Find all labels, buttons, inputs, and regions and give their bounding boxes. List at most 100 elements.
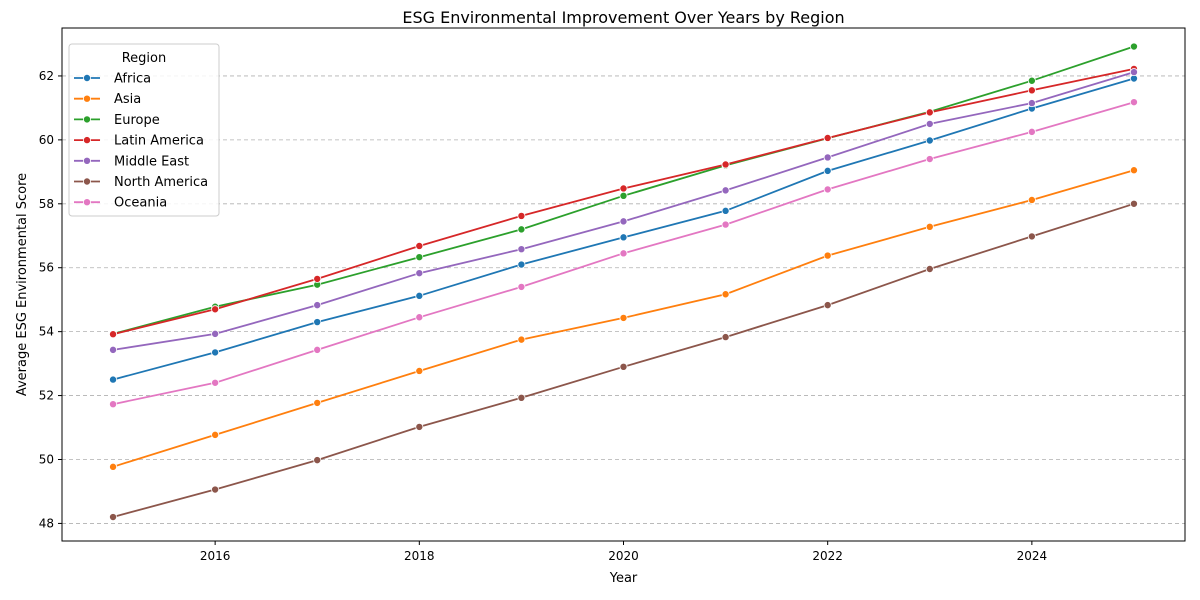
legend-label-middle-east: Middle East bbox=[114, 154, 189, 169]
legend-title: Region bbox=[122, 51, 167, 66]
data-point-asia bbox=[517, 335, 526, 344]
y-tick-label: 50 bbox=[39, 452, 54, 466]
data-point-asia bbox=[925, 222, 934, 231]
data-point-asia bbox=[211, 430, 220, 439]
y-tick-label: 58 bbox=[39, 197, 54, 211]
data-point-latin-america bbox=[721, 160, 730, 169]
data-point-oceania bbox=[313, 345, 322, 354]
data-point-latin-america bbox=[517, 211, 526, 220]
data-point-north-america bbox=[517, 393, 526, 402]
data-point-europe bbox=[415, 253, 424, 262]
data-point-africa bbox=[721, 206, 730, 215]
data-point-asia bbox=[619, 313, 628, 322]
x-axis-label: Year bbox=[609, 571, 638, 586]
data-point-oceania bbox=[211, 378, 220, 387]
data-point-north-america bbox=[211, 485, 220, 494]
legend-label-europe: Europe bbox=[114, 113, 160, 128]
legend-marker-europe bbox=[83, 115, 92, 124]
y-tick-label: 48 bbox=[39, 516, 54, 530]
y-axis-ticks: 48 50 52 54 56 58 60 62 bbox=[39, 69, 62, 530]
data-point-north-america bbox=[619, 362, 628, 371]
y-tick-label: 62 bbox=[39, 69, 54, 83]
data-point-north-america bbox=[925, 264, 934, 273]
legend-marker-middle-east bbox=[83, 156, 92, 165]
data-point-north-america bbox=[721, 333, 730, 342]
data-point-asia bbox=[415, 366, 424, 375]
x-tick-label: 2018 bbox=[404, 549, 435, 563]
legend-label-north-america: North America bbox=[114, 175, 208, 190]
data-point-africa bbox=[823, 166, 832, 175]
data-point-europe bbox=[1027, 76, 1036, 85]
data-point-latin-america bbox=[1027, 86, 1036, 95]
data-point-oceania bbox=[415, 313, 424, 322]
data-point-africa bbox=[415, 291, 424, 300]
data-point-oceania bbox=[619, 249, 628, 258]
chart-title: ESG Environmental Improvement Over Years… bbox=[402, 8, 844, 27]
y-tick-label: 60 bbox=[39, 133, 54, 147]
series-markers bbox=[109, 42, 1138, 522]
data-point-latin-america bbox=[109, 330, 118, 339]
y-tick-label: 52 bbox=[39, 389, 54, 403]
x-tick-label: 2016 bbox=[200, 549, 231, 563]
data-point-latin-america bbox=[823, 133, 832, 142]
x-tick-label: 2022 bbox=[812, 549, 843, 563]
legend: Region Africa Asia Europe Latin America Midd… bbox=[68, 43, 220, 217]
data-point-europe bbox=[1129, 42, 1138, 51]
data-point-middle-east bbox=[823, 153, 832, 162]
data-point-africa bbox=[619, 233, 628, 242]
y-tick-label: 54 bbox=[39, 325, 54, 339]
x-axis-ticks: 2016 2018 2020 2022 2024 bbox=[200, 541, 1047, 563]
data-point-latin-america bbox=[619, 184, 628, 193]
data-point-middle-east bbox=[211, 329, 220, 338]
data-point-asia bbox=[1129, 166, 1138, 175]
legend-box bbox=[68, 43, 220, 217]
data-point-middle-east bbox=[109, 345, 118, 354]
legend-label-asia: Asia bbox=[114, 92, 141, 107]
data-point-africa bbox=[517, 260, 526, 269]
data-point-oceania bbox=[109, 400, 118, 409]
legend-marker-oceania bbox=[83, 198, 92, 207]
data-point-asia bbox=[721, 290, 730, 299]
legend-label-africa: Africa bbox=[114, 72, 151, 87]
data-point-middle-east bbox=[1027, 99, 1036, 108]
legend-items: Africa Asia Europe Latin America Middle East… bbox=[74, 72, 208, 211]
data-point-asia bbox=[823, 251, 832, 260]
data-point-europe bbox=[517, 225, 526, 234]
legend-marker-latin-america bbox=[83, 136, 92, 145]
legend-label-oceania: Oceania bbox=[114, 196, 167, 211]
legend-label-latin-america: Latin America bbox=[114, 134, 204, 149]
data-point-asia bbox=[109, 462, 118, 471]
y-tick-label: 56 bbox=[39, 261, 54, 275]
legend-marker-africa bbox=[83, 74, 92, 83]
data-point-north-america bbox=[313, 456, 322, 465]
data-point-latin-america bbox=[415, 241, 424, 250]
gridlines bbox=[62, 75, 1185, 524]
data-point-oceania bbox=[823, 185, 832, 194]
data-point-asia bbox=[1027, 195, 1036, 204]
x-tick-label: 2020 bbox=[608, 549, 639, 563]
data-point-africa bbox=[109, 375, 118, 384]
data-point-latin-america bbox=[313, 274, 322, 283]
data-point-latin-america bbox=[211, 305, 220, 314]
data-point-middle-east bbox=[415, 269, 424, 278]
data-point-north-america bbox=[823, 301, 832, 310]
x-tick-label: 2024 bbox=[1017, 549, 1048, 563]
data-point-oceania bbox=[1129, 98, 1138, 107]
data-point-middle-east bbox=[1129, 68, 1138, 77]
data-point-latin-america bbox=[925, 108, 934, 117]
data-point-oceania bbox=[721, 220, 730, 229]
data-point-oceania bbox=[1027, 127, 1036, 136]
data-point-middle-east bbox=[313, 301, 322, 310]
data-point-oceania bbox=[517, 282, 526, 291]
data-point-middle-east bbox=[925, 119, 934, 128]
y-axis-label: Average ESG Environmental Score bbox=[15, 173, 30, 396]
data-point-africa bbox=[925, 136, 934, 145]
data-point-north-america bbox=[415, 422, 424, 431]
data-point-europe bbox=[619, 191, 628, 200]
data-point-north-america bbox=[109, 513, 118, 522]
legend-marker-asia bbox=[83, 94, 92, 103]
data-point-middle-east bbox=[517, 245, 526, 254]
data-point-africa bbox=[211, 348, 220, 357]
data-point-africa bbox=[313, 318, 322, 327]
